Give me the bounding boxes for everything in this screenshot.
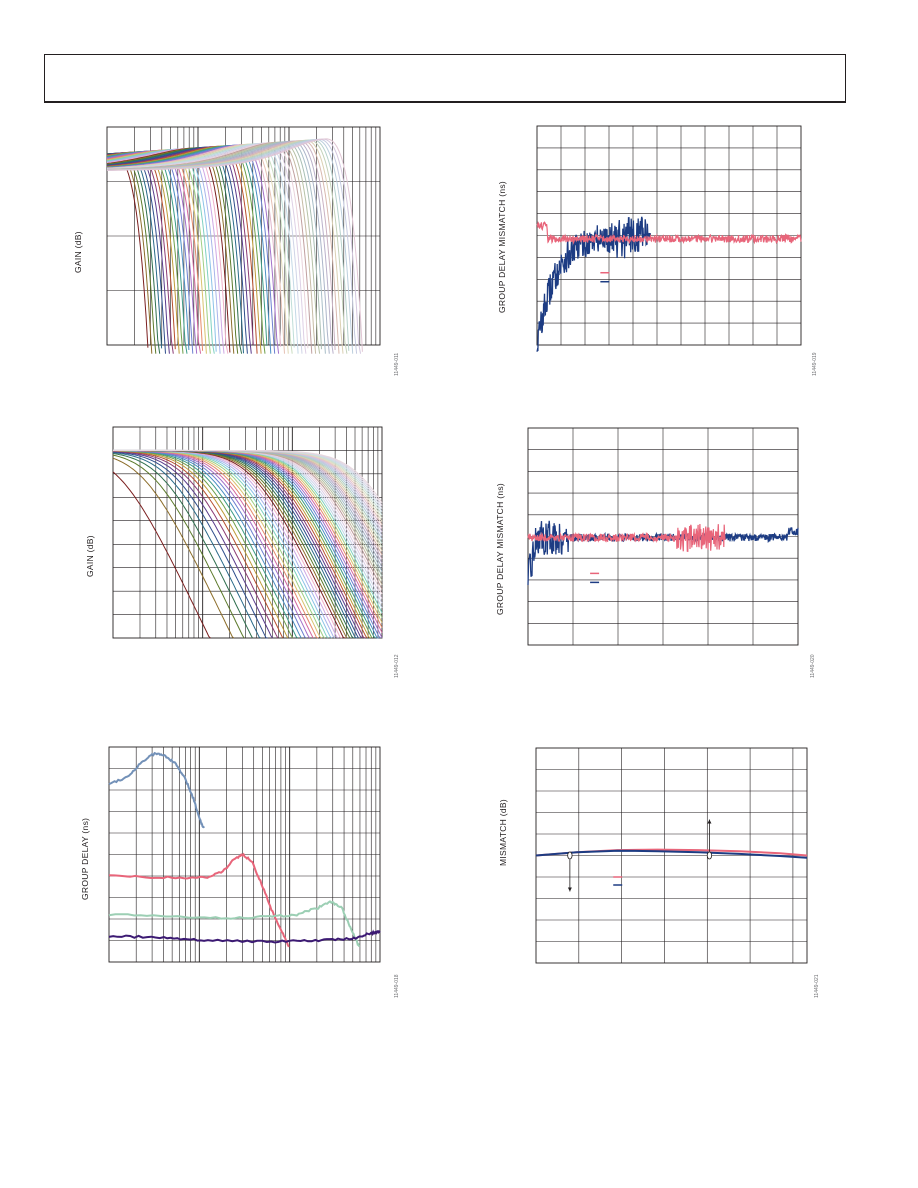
series-pink-line <box>536 221 802 245</box>
chart-plot-area <box>106 126 381 354</box>
gain-curve <box>106 149 198 354</box>
gain-curve <box>112 453 253 639</box>
chart-plot-area <box>527 427 799 646</box>
figure-number: 11449-011 <box>394 352 400 376</box>
group-delay-mismatch-chart-1: GROUP DELAY MISMATCH (ns) 11449-019 <box>480 120 840 380</box>
gain-curve <box>106 147 225 354</box>
series-line-mint <box>108 900 361 948</box>
series-line-navy <box>535 849 808 859</box>
figure-number: 11449-021 <box>814 974 820 998</box>
chart-plot-area <box>112 426 383 639</box>
chart-plot-area <box>108 746 381 963</box>
figure-number: 11449-012 <box>394 654 400 678</box>
chart-plot-area <box>535 747 808 964</box>
gain-curve <box>112 452 262 639</box>
marker-ellipse <box>706 851 713 860</box>
gain-curve <box>112 471 211 639</box>
series-line-steel <box>108 751 205 829</box>
figure-number: 11449-020 <box>810 654 816 678</box>
group-delay-chart: GROUP DELAY (ns) 11449-018 <box>60 740 400 1000</box>
gain-curve <box>112 450 284 639</box>
gain-curve <box>106 141 313 354</box>
figure-number: 11449-018 <box>394 974 400 998</box>
series-line-purple <box>108 929 381 944</box>
gain-curve <box>106 149 202 354</box>
gain-curve <box>112 454 245 639</box>
series-pink-line <box>527 523 726 553</box>
series-line-pink <box>108 852 290 948</box>
gain-curve <box>112 450 279 639</box>
gain-curve <box>112 451 274 639</box>
gain-curve <box>112 451 268 639</box>
figure-number: 11449-019 <box>812 352 818 376</box>
plot-frame <box>112 426 383 639</box>
marker-arrow-head <box>567 887 572 892</box>
marker-arrow-head <box>707 819 712 824</box>
group-delay-mismatch-chart-2: GROUP DELAY MISMATCH (ns) 11449-020 <box>480 420 840 680</box>
gain-curve <box>106 153 149 348</box>
mismatch-chart: MISMATCH (dB) 11449-021 <box>480 740 840 1000</box>
series-navy-line <box>527 520 799 586</box>
gain-curves <box>106 138 363 354</box>
marker-ellipse <box>567 851 573 860</box>
gain-chart-top-left: GAIN (dB) 11449-011 <box>60 120 400 380</box>
gain-chart-middle-left: GAIN (dB) 11449-012 <box>60 420 400 680</box>
gain-curve <box>107 138 363 352</box>
gain-curve <box>112 457 235 639</box>
chart-plot-area <box>536 125 802 352</box>
gain-curve <box>106 149 211 354</box>
gain-curve <box>106 147 231 353</box>
header-box <box>44 54 846 103</box>
gain-curve <box>106 143 293 354</box>
gain-curve <box>113 449 383 503</box>
gain-curves <box>112 449 383 639</box>
